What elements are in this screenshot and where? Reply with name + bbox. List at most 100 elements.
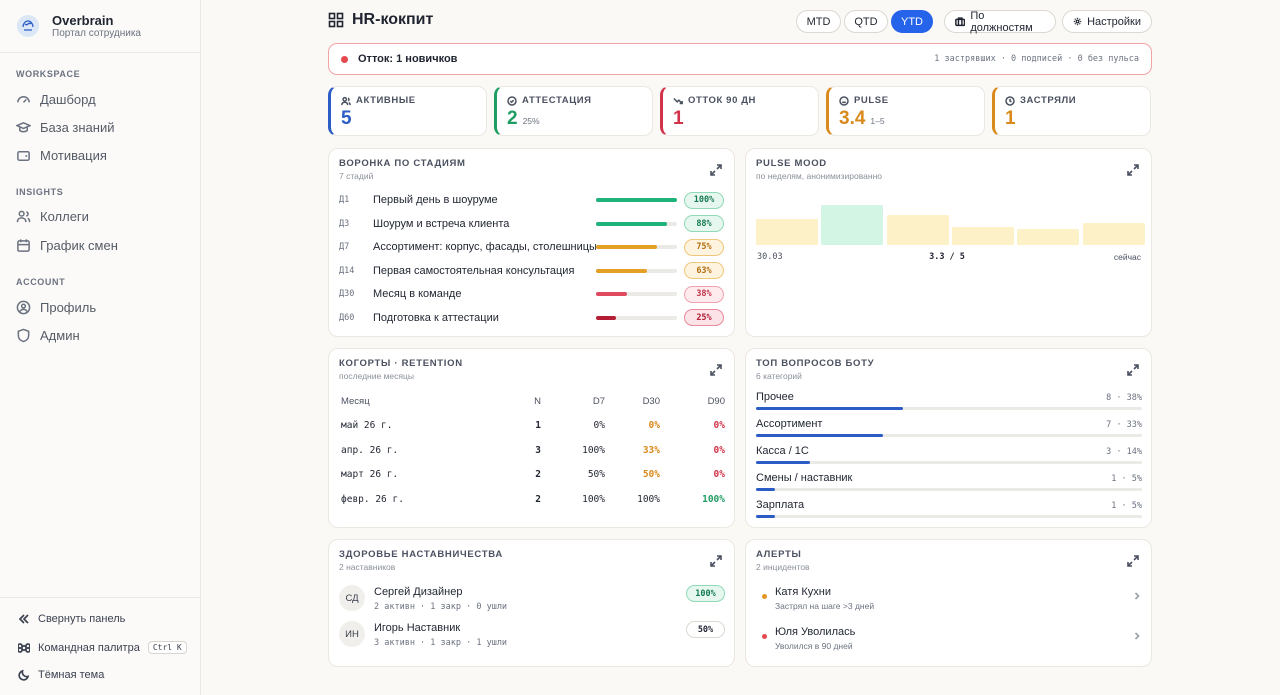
- funnel-progress-track: [596, 315, 677, 320]
- sidebar-item-dashboard[interactable]: Дашборд: [16, 89, 96, 109]
- cohorts-header-row: Месяц N D7 D30 D90: [339, 396, 725, 412]
- chevron-right-icon[interactable]: [1132, 591, 1142, 601]
- mentor-row[interactable]: СД Сергей Дизайнер 2 активн · 1 закр · 0 у…: [339, 585, 725, 615]
- brand-subtitle: Портал сотрудника: [52, 27, 141, 39]
- mentor-name: Игорь Наставник: [374, 622, 461, 634]
- period-mtd-button[interactable]: MTD: [796, 10, 841, 33]
- question-share-fill: [756, 461, 811, 464]
- cohort-cell-d30: 0%: [648, 420, 660, 431]
- expand-icon[interactable]: [1127, 555, 1139, 567]
- shortcut-badge: Ctrl K: [147, 641, 187, 654]
- sidebar-item-knowledge-base[interactable]: База знаний: [16, 117, 115, 137]
- funnel-progress-track: [596, 221, 677, 226]
- funnel-percent-badge: 75%: [684, 238, 724, 256]
- settings-button[interactable]: Настройки: [1062, 10, 1152, 33]
- cohort-cell-d90: 100%: [702, 493, 725, 505]
- collapse-panel-button[interactable]: Свернуть панель: [18, 613, 125, 625]
- gauge-icon: [17, 95, 30, 103]
- funnel-code: Д30: [339, 289, 355, 299]
- check-circle-icon: [507, 95, 517, 106]
- pulse-week-bar[interactable]: [1017, 229, 1080, 245]
- sidebar-item-admin[interactable]: Админ: [16, 325, 80, 345]
- card-subtitle: последние месяцы: [339, 371, 414, 381]
- question-share-track: [756, 488, 1142, 491]
- sidebar-item-label: График смен: [40, 237, 118, 253]
- period-ytd-button[interactable]: YTD: [891, 10, 933, 33]
- pulse-week-bar[interactable]: [1082, 223, 1145, 245]
- sidebar-item-colleagues[interactable]: Коллеги: [16, 206, 89, 226]
- expand-icon[interactable]: [710, 555, 722, 567]
- question-share-track: [756, 515, 1142, 518]
- kpi-value: 1: [1005, 108, 1016, 129]
- sidebar: Overbrain Портал сотрудника WORKSPACE Да…: [0, 0, 201, 695]
- settings-label: Настройки: [1087, 15, 1141, 28]
- mentor-score-badge: 100%: [686, 585, 725, 602]
- funnel-row: Д14 Первая самостоятельная консультация 63…: [339, 262, 725, 280]
- shield-icon: [17, 328, 30, 342]
- command-icon: [18, 642, 30, 653]
- funnel-progress-fill: [596, 268, 648, 273]
- funnel-code: Д14: [339, 265, 355, 276]
- sidebar-item-profile[interactable]: Профиль: [16, 297, 96, 317]
- col-n: N: [534, 396, 541, 407]
- cohort-cell-month: май 26 г.: [341, 420, 393, 431]
- funnel-percent-badge: 63%: [684, 262, 724, 279]
- col-month: Месяц: [341, 396, 370, 407]
- calendar-icon: [17, 238, 30, 252]
- funnel-stage-name: Первый день в шоуруме: [373, 194, 498, 206]
- mentor-score-badge: 50%: [686, 621, 725, 638]
- card-title: ВОРОНКА ПО СТАДИЯМ: [339, 158, 466, 169]
- question-share-track: [756, 434, 1142, 437]
- sidebar-footer: Свернуть панель Командная палитра Ctrl K…: [0, 597, 200, 695]
- mentor-row[interactable]: ИН Игорь Наставник 3 активн · 1 закр · 1 у…: [339, 621, 725, 651]
- question-category-count: 3 · 14%: [1106, 447, 1142, 457]
- sidebar-item-motivation[interactable]: Мотивация: [16, 145, 107, 165]
- funnel-progress-fill: [596, 221, 668, 226]
- churn-alert-bar[interactable]: Отток: 1 новичков 1 застрявших · 0 подпи…: [328, 43, 1152, 75]
- cohort-cell-d30: 50%: [642, 469, 660, 480]
- brand[interactable]: Overbrain Портал сотрудника: [0, 0, 200, 53]
- pulse-week-bar[interactable]: [886, 215, 949, 245]
- clock-icon: [1005, 95, 1015, 106]
- expand-icon[interactable]: [710, 164, 722, 176]
- kpi-value: 5: [341, 108, 352, 129]
- pulse-week-bar[interactable]: [951, 227, 1014, 245]
- pulse-week-bar[interactable]: [821, 205, 884, 245]
- question-category-count: 1 · 5%: [1111, 501, 1142, 511]
- pulse-week-bar[interactable]: [756, 219, 818, 245]
- question-share-track: [756, 407, 1142, 410]
- card-title: КОГОРТЫ · RETENTION: [339, 358, 463, 369]
- funnel-stage-name: Подготовка к аттестации: [373, 311, 499, 324]
- expand-icon[interactable]: [1127, 164, 1139, 176]
- by-position-button[interactable]: По должностям: [944, 10, 1056, 34]
- command-palette-button[interactable]: Командная палитра Ctrl K: [18, 641, 187, 654]
- mentorship-card: ЗДОРОВЬЕ НАСТАВНИЧЕСТВА 2 наставников СД…: [328, 539, 735, 667]
- pulse-axis-mid: 3.3 / 5: [929, 252, 965, 262]
- chevron-right-icon[interactable]: [1132, 631, 1142, 641]
- alert-dot: [341, 55, 348, 63]
- sidebar-item-shift-schedule[interactable]: График смен: [16, 235, 118, 255]
- cohort-row: май 26 г. 1 0% 0% 0%: [339, 420, 725, 436]
- cohort-cell-d90: 0%: [713, 444, 725, 456]
- expand-icon[interactable]: [710, 364, 722, 376]
- dark-theme-toggle[interactable]: Тёмная тема: [18, 669, 104, 681]
- expand-icon[interactable]: [1127, 364, 1139, 376]
- col-d30: D30: [642, 396, 660, 407]
- alert-item[interactable]: Юля Уволилась Уволился в 90 дней: [756, 626, 1142, 656]
- question-share-track: [756, 461, 1142, 464]
- funnel-row: Д30 Месяц в команде 38%: [339, 285, 725, 303]
- period-qtd-button[interactable]: QTD: [844, 10, 888, 33]
- alert-person-name: Катя Кухни: [775, 586, 831, 598]
- alert-reason: Застрял на шаге >3 дней: [775, 601, 875, 611]
- funnel-progress-fill: [596, 292, 627, 296]
- cohort-cell-d7: 100%: [582, 444, 605, 456]
- cohort-cell-month: апр. 26 г.: [341, 444, 399, 456]
- brand-title: Overbrain: [52, 12, 114, 28]
- alert-item[interactable]: Катя Кухни Застрял на шаге >3 дней: [756, 586, 1142, 616]
- nav-section-workspace: WORKSPACE: [16, 69, 81, 79]
- card-subtitle: 2 инцидентов: [756, 562, 810, 572]
- sidebar-item-label: Коллеги: [40, 208, 89, 224]
- sidebar-item-label: Админ: [40, 327, 80, 343]
- question-share-fill: [756, 515, 776, 518]
- kpi-value: 3.4: [839, 108, 866, 129]
